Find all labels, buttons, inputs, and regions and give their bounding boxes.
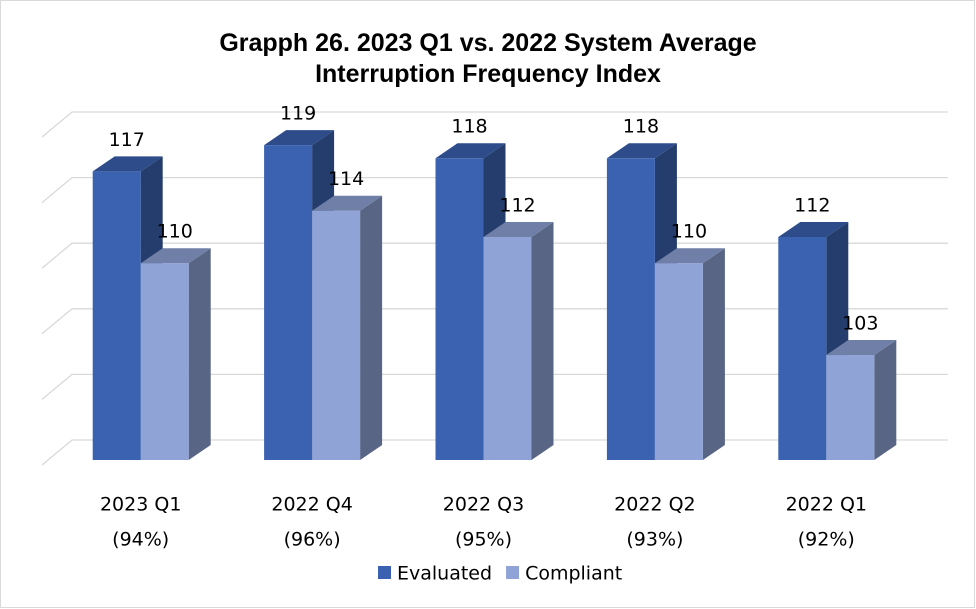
value-label: 118 bbox=[451, 116, 487, 138]
legend-swatch bbox=[378, 566, 391, 579]
bar bbox=[654, 248, 725, 460]
bar bbox=[826, 340, 897, 460]
x-tick-sublabel: (95%) bbox=[455, 529, 512, 551]
x-tick-label: 2023 Q1 bbox=[100, 494, 181, 516]
bar bbox=[483, 221, 554, 460]
bar-front bbox=[435, 158, 484, 461]
x-tick-sublabel: (94%) bbox=[112, 529, 169, 551]
bar-side bbox=[188, 248, 211, 460]
x-tick-sublabel: (96%) bbox=[284, 529, 341, 551]
bar-top bbox=[140, 248, 211, 264]
legend-swatch bbox=[506, 566, 520, 579]
value-label: 112 bbox=[499, 194, 535, 216]
bar-front bbox=[264, 145, 313, 460]
value-label: 117 bbox=[109, 129, 145, 151]
bar-top bbox=[826, 340, 897, 356]
bar-front bbox=[140, 263, 189, 460]
value-label: 103 bbox=[842, 313, 878, 335]
bar-top bbox=[92, 156, 163, 172]
value-label: 112 bbox=[794, 194, 830, 216]
bar-front bbox=[826, 355, 875, 460]
bar-front bbox=[606, 158, 655, 461]
bar-side bbox=[360, 195, 383, 460]
bars bbox=[92, 130, 897, 461]
bar bbox=[312, 195, 383, 460]
bar-side bbox=[702, 248, 725, 460]
bar bbox=[778, 221, 849, 460]
bar-top bbox=[483, 221, 554, 237]
value-label: 110 bbox=[157, 221, 193, 243]
bar-top bbox=[312, 195, 383, 211]
x-tick-label: 2022 Q4 bbox=[271, 494, 352, 516]
bar bbox=[140, 248, 211, 460]
bar-front bbox=[312, 210, 361, 460]
x-tick-sublabel: (93%) bbox=[626, 529, 683, 551]
legend-label: Evaluated bbox=[397, 563, 492, 585]
value-label: 114 bbox=[328, 168, 364, 190]
x-tick-sublabel: (92%) bbox=[798, 529, 855, 551]
bar-top bbox=[654, 248, 725, 264]
value-label: 118 bbox=[623, 116, 659, 138]
bar-top bbox=[778, 221, 849, 237]
chart-title: Grapph 26. 2023 Q1 vs. 2022 System Avera… bbox=[219, 29, 757, 88]
x-tick-label: 2022 Q3 bbox=[443, 494, 524, 516]
bar-side bbox=[531, 221, 554, 460]
bar-front bbox=[92, 171, 141, 461]
grid-line bbox=[41, 111, 948, 138]
legend-label: Compliant bbox=[525, 563, 622, 585]
value-label: 119 bbox=[280, 103, 316, 125]
bar-top bbox=[435, 143, 506, 159]
bar-front bbox=[778, 236, 827, 460]
bar-front bbox=[483, 236, 532, 460]
bar-side bbox=[874, 340, 897, 460]
bar-top bbox=[264, 130, 335, 146]
value-label: 110 bbox=[671, 221, 707, 243]
x-tick-label: 2022 Q2 bbox=[614, 494, 695, 516]
bar-top bbox=[606, 143, 677, 159]
x-tick-label: 2022 Q1 bbox=[786, 494, 867, 516]
bar-front bbox=[654, 263, 703, 460]
